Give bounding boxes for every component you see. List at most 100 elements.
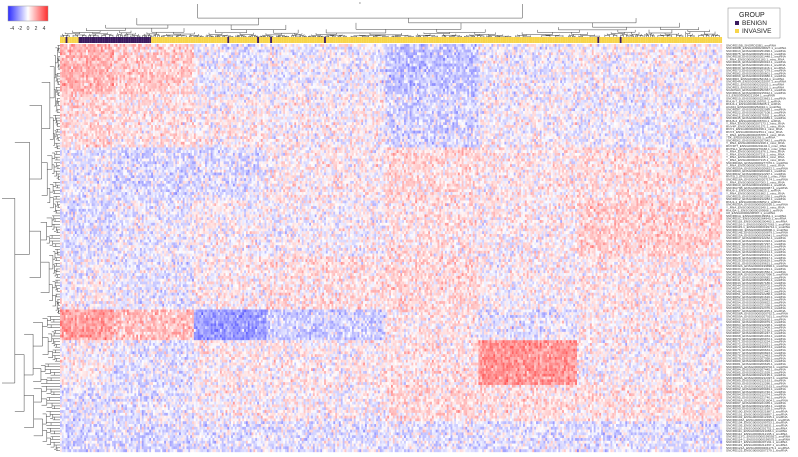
heatmap-cell	[439, 44, 441, 47]
annotation-cell	[488, 37, 490, 43]
heatmap-cell	[596, 44, 598, 47]
annotation-cell	[605, 37, 607, 43]
heatmap-cell	[307, 47, 309, 50]
heatmap-cell	[140, 44, 142, 47]
heatmap-cell	[380, 52, 382, 55]
heatmap-cell	[183, 50, 185, 53]
annotation-cell	[92, 37, 94, 43]
row-dendrogram	[2, 45, 60, 450]
heatmap-cell	[343, 52, 345, 55]
heatmap-cell	[246, 44, 248, 47]
heatmap-cell	[631, 47, 633, 50]
heatmap-cell	[279, 44, 281, 47]
heatmap-cell	[196, 47, 198, 50]
heatmap-cell	[201, 52, 203, 55]
heatmap-cell	[575, 52, 577, 55]
heatmap-cell	[274, 44, 276, 47]
heatmap-cell	[203, 52, 205, 55]
heatmap-cell	[404, 50, 406, 53]
heatmap-cell	[380, 44, 382, 47]
heatmap-cell	[103, 52, 105, 55]
heatmap-cell	[358, 50, 360, 53]
heatmap-cell	[261, 52, 263, 55]
annotation-cell	[222, 37, 224, 43]
heatmap-cell	[683, 47, 685, 50]
heatmap-cell	[413, 50, 415, 53]
heatmap-cell	[160, 44, 162, 47]
heatmap-cell	[655, 50, 657, 53]
heatmap-cell	[121, 47, 123, 50]
annotation-cell	[672, 37, 674, 43]
heatmap-cell	[60, 52, 62, 55]
heatmap-cell	[542, 47, 544, 50]
annotation-cell	[265, 37, 267, 43]
heatmap-cell	[92, 52, 94, 55]
heatmap-cell	[625, 44, 627, 47]
heatmap-cell	[298, 52, 300, 55]
heatmap-cell	[395, 50, 397, 53]
heatmap-cell	[653, 47, 655, 50]
heatmap-cell	[536, 50, 538, 53]
heatmap-cell	[380, 50, 382, 53]
heatmap-cell	[246, 47, 248, 50]
heatmap-cell	[118, 52, 120, 55]
annotation-cell	[711, 37, 713, 43]
heatmap-cell	[683, 50, 685, 53]
heatmap-cell	[478, 44, 480, 47]
heatmap-cell	[482, 52, 484, 55]
heatmap-cell	[523, 47, 525, 50]
heatmap-cell	[465, 50, 467, 53]
heatmap-cell	[142, 50, 144, 53]
heatmap-cell	[346, 44, 348, 47]
heatmap-cell	[571, 52, 573, 55]
heatmap-cell	[173, 44, 175, 47]
heatmap-cell	[142, 47, 144, 50]
heatmap-cell	[659, 44, 661, 47]
annotation-cell	[480, 37, 482, 43]
heatmap-cell	[402, 50, 404, 53]
heatmap-cell	[220, 44, 222, 47]
heatmap-cell	[668, 50, 670, 53]
heatmap-cell	[648, 50, 650, 53]
annotation-cell	[389, 37, 391, 43]
heatmap-cell	[385, 52, 387, 55]
heatmap-cell	[672, 47, 674, 50]
heatmap-cell	[134, 52, 136, 55]
heatmap-cell	[164, 44, 166, 47]
heatmap-cell	[105, 44, 107, 47]
heatmap-cell	[211, 52, 213, 55]
annotation-cell	[417, 37, 419, 43]
annotation-cell	[320, 37, 322, 43]
heatmap-cell	[506, 44, 508, 47]
heatmap-cell	[356, 52, 358, 55]
heatmap-cell	[138, 52, 140, 55]
annotation-cell	[406, 37, 408, 43]
heatmap-cell	[298, 47, 300, 50]
annotation-cell	[84, 37, 86, 43]
heatmap-cell	[395, 47, 397, 50]
heatmap-cell	[177, 50, 179, 53]
annotation-cell	[570, 37, 572, 43]
annotation-cell	[114, 37, 116, 43]
heatmap-cell	[702, 47, 704, 50]
heatmap-cell	[170, 50, 172, 53]
annotation-cell	[512, 37, 514, 43]
heatmap-cell	[406, 52, 408, 55]
annotation-cell	[720, 37, 722, 43]
heatmap-cell	[603, 44, 605, 47]
heatmap-cell	[116, 44, 118, 47]
heatmap-cell	[272, 44, 274, 47]
heatmap-cell	[473, 47, 475, 50]
heatmap-cell	[93, 44, 95, 47]
heatmap-cell	[371, 50, 373, 53]
annotation-cell	[331, 37, 333, 43]
heatmap-cell	[547, 50, 549, 53]
heatmap-cell	[292, 47, 294, 50]
heatmap-cell	[664, 50, 666, 53]
heatmap-cell	[454, 52, 456, 55]
heatmap-cell	[64, 44, 66, 47]
heatmap-cell	[304, 44, 306, 47]
annotation-cell	[212, 37, 214, 43]
heatmap-cell	[345, 52, 347, 55]
heatmap-cell	[255, 52, 257, 55]
